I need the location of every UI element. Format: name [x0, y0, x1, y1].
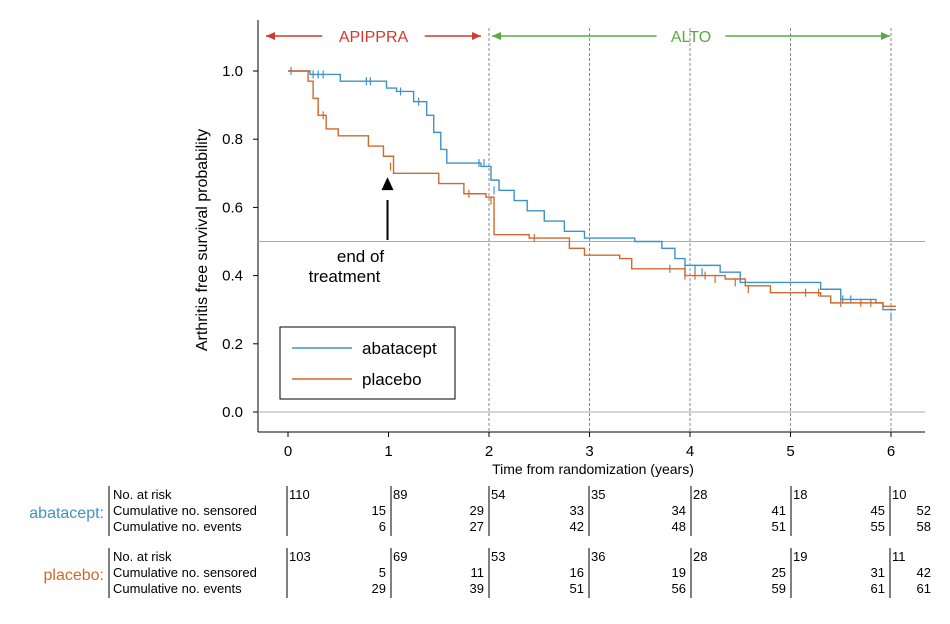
risk-at-risk-value: 89	[393, 487, 407, 502]
arrow-left-head	[266, 32, 275, 40]
risk-events-value: 55	[871, 519, 885, 534]
risk-at-risk-value: 18	[793, 487, 807, 502]
risk-sensored-value: 45	[871, 503, 885, 518]
arrow-right-head	[472, 32, 481, 40]
risk-sensored-value: 33	[570, 503, 584, 518]
risk-events-value: 58	[917, 519, 931, 534]
risk-sensored-value: 15	[372, 503, 386, 518]
risk-sensored-value: 25	[772, 565, 786, 580]
risk-events-value: 42	[570, 519, 584, 534]
risk-row-label: No. at risk	[113, 549, 172, 564]
risk-row-label: Cumulative no. sensored	[113, 503, 257, 518]
risk-row-label: Cumulative no. sensored	[113, 565, 257, 580]
period-arrow-apippra: APIPPRA	[266, 29, 481, 46]
x-tick-label: 1	[384, 443, 392, 460]
risk-sensored-value: 41	[772, 503, 786, 518]
risk-events-value: 39	[470, 581, 484, 596]
risk-at-risk-value: 53	[491, 549, 505, 564]
risk-sensored-value: 29	[470, 503, 484, 518]
x-tick-label: 4	[686, 443, 694, 460]
risk-group-label: abatacept:	[29, 505, 104, 522]
risk-events-value: 61	[917, 581, 931, 596]
risk-events-value: 56	[672, 581, 686, 596]
km-curve-abatacept	[288, 70, 897, 311]
risk-events-value: 27	[470, 519, 484, 534]
risk-events-value: 51	[570, 581, 584, 596]
arrow-left-head	[492, 32, 501, 40]
risk-sensored-value: 52	[917, 503, 931, 518]
annotation-text-line1: end of	[337, 247, 385, 266]
risk-at-risk-value: 69	[393, 549, 407, 564]
risk-at-risk-value: 10	[892, 487, 906, 502]
y-tick-label: 1.0	[222, 63, 243, 80]
y-tick-label: 0.2	[222, 336, 243, 353]
x-tick-label: 3	[585, 443, 593, 460]
period-arrow-alto: ALTO	[492, 29, 890, 46]
risk-row-label: Cumulative no. events	[113, 519, 242, 534]
risk-sensored-value: 34	[672, 503, 686, 518]
risk-events-value: 51	[772, 519, 786, 534]
risk-row-label: No. at risk	[113, 487, 172, 502]
risk-at-risk-value: 110	[289, 487, 310, 502]
risk-at-risk-value: 19	[793, 549, 807, 564]
legend-label-abatacept: abatacept	[362, 339, 437, 358]
period-label: APIPPRA	[339, 29, 409, 46]
risk-at-risk-value: 11	[892, 549, 906, 564]
x-tick-label: 0	[284, 443, 292, 460]
annotation-arrow-head	[381, 177, 394, 191]
risk-events-value: 6	[379, 519, 386, 534]
risk-at-risk-value: 28	[693, 549, 707, 564]
risk-sensored-value: 5	[379, 565, 386, 580]
risk-at-risk-value: 28	[693, 487, 707, 502]
annotation-text-line2: treatment	[309, 267, 381, 286]
risk-sensored-value: 16	[570, 565, 584, 580]
y-tick-label: 0.6	[222, 199, 243, 216]
risk-events-value: 59	[772, 581, 786, 596]
arrow-right-head	[881, 32, 890, 40]
x-axis-label: Time from randomization (years)	[492, 461, 694, 477]
x-tick-label: 2	[485, 443, 493, 460]
risk-events-value: 48	[672, 519, 686, 534]
y-tick-label: 0.0	[222, 404, 243, 421]
risk-sensored-value: 42	[917, 565, 931, 580]
risk-group-label: placebo:	[44, 567, 105, 584]
legend-label-placebo: placebo	[362, 370, 422, 389]
risk-row-label: Cumulative no. events	[113, 581, 242, 596]
risk-at-risk-value: 36	[591, 549, 605, 564]
risk-at-risk-value: 103	[289, 549, 311, 564]
legend: abatacept placebo	[279, 326, 456, 400]
y-axis-label: Arthritis free survival probability	[194, 129, 211, 351]
y-tick-label: 0.8	[222, 131, 243, 148]
x-tick-label: 6	[887, 443, 895, 460]
risk-sensored-value: 31	[871, 565, 885, 580]
legend-box	[279, 326, 456, 400]
period-label: ALTO	[671, 29, 711, 46]
risk-events-value: 29	[372, 581, 386, 596]
km-curve-placebo	[288, 70, 897, 307]
risk-sensored-value: 19	[672, 565, 686, 580]
risk-sensored-value: 11	[471, 565, 485, 580]
y-tick-label: 0.4	[222, 268, 243, 285]
risk-at-risk-value: 54	[491, 487, 505, 502]
x-tick-label: 5	[786, 443, 794, 460]
risk-at-risk-value: 35	[591, 487, 605, 502]
risk-events-value: 61	[871, 581, 885, 596]
